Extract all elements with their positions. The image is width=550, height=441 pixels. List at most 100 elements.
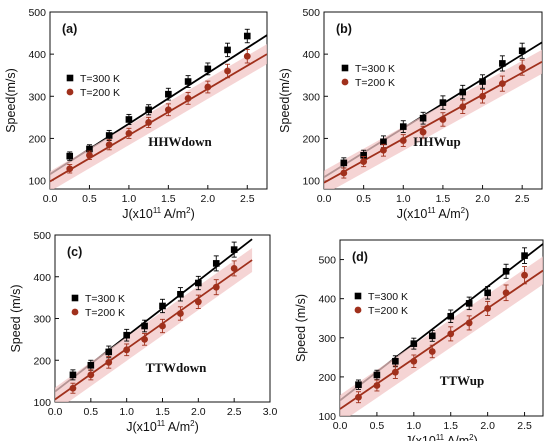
data-point-300k	[105, 348, 113, 356]
data-point-200k	[360, 158, 368, 166]
y-tick-label: 100	[28, 176, 46, 188]
data-point-300k	[145, 106, 152, 114]
panel-label: (c)	[67, 245, 82, 259]
y-axis-label: Speed(m/s)	[278, 68, 292, 133]
panel-c: 0.0 0.5 1.0 1.5 2.0 2.5 3.0 100 200 300 400 500 J(x1…	[9, 230, 277, 434]
data-point-200k	[479, 92, 486, 100]
data-point-200k	[224, 67, 231, 75]
x-tick-label: 2.0	[201, 193, 216, 205]
fit-line-200k	[55, 259, 253, 401]
data-point-300k	[177, 290, 184, 298]
legend-label: T=300 K	[355, 63, 395, 75]
panel-label: (b)	[336, 22, 352, 36]
data-point-200k	[428, 348, 436, 355]
x-tick-label: 1.5	[436, 193, 451, 205]
data-point-200k	[212, 283, 220, 291]
plot-area	[55, 238, 253, 402]
data-point-300k	[410, 340, 418, 347]
x-tick-label: 0.5	[370, 420, 385, 432]
x-axis-label: J(x1011 A/m2)	[126, 419, 199, 434]
legend-label: T=300 K	[85, 293, 125, 305]
data-point-200k	[230, 265, 238, 272]
y-axis-label: Speed (m/s)	[294, 294, 308, 362]
data-point-200k	[419, 128, 427, 136]
legend-marker-300k	[71, 294, 79, 302]
y-tick-label: 300	[28, 91, 46, 103]
x-tick-label: 1.0	[396, 193, 411, 205]
legend-marker-200k	[354, 306, 362, 314]
data-point-200k	[177, 310, 184, 317]
data-point-300k	[243, 32, 251, 40]
legend-label: T=300 K	[368, 291, 408, 303]
data-point-300k	[184, 78, 192, 85]
data-point-200k	[459, 103, 467, 111]
data-point-300k	[465, 300, 473, 307]
data-point-200k	[86, 151, 93, 159]
data-point-200k	[465, 319, 473, 327]
data-point-300k	[195, 279, 202, 287]
error-band-200k	[55, 248, 253, 402]
data-point-300k	[212, 260, 220, 267]
data-point-300k	[392, 357, 399, 365]
data-point-300k	[484, 289, 491, 297]
data-point-300k	[447, 312, 455, 320]
x-tick-label: 1.5	[155, 406, 170, 418]
x-tick-label: 0.0	[48, 406, 63, 418]
x-tick-label: 2.5	[227, 406, 242, 418]
data-point-200k	[66, 165, 74, 173]
data-point-200k	[340, 169, 348, 177]
data-point-200k	[87, 371, 95, 379]
data-point-200k	[498, 80, 506, 88]
x-axis-label: J(x1011 A/m2)	[122, 206, 195, 221]
y-tick-label: 200	[33, 355, 51, 367]
legend-label: T=200 K	[355, 77, 395, 89]
data-point-200k	[105, 141, 113, 149]
x-tick-label: 1.5	[161, 193, 176, 205]
data-point-300k	[159, 302, 166, 310]
data-point-300k	[419, 114, 427, 122]
x-tick-label: 2.0	[480, 420, 495, 432]
data-point-300k	[125, 116, 133, 123]
x-tick-label: 2.5	[515, 193, 530, 205]
x-tick-label: 0.5	[84, 406, 99, 418]
plot-frame	[339, 239, 544, 417]
fit-line-200k	[50, 53, 267, 183]
data-point-300k	[502, 267, 510, 275]
panel-d: 0.0 0.5 1.0 1.5 2.0 2.5 100 200 300 400 500 J(x1011…	[294, 239, 544, 441]
x-tick-label: 3.0	[263, 406, 278, 418]
x-tick-label: 0.0	[43, 193, 58, 205]
data-point-300k	[360, 151, 367, 159]
y-tick-label: 500	[28, 7, 46, 19]
data-point-200k	[184, 94, 192, 102]
x-tick-label: 0.0	[317, 193, 332, 205]
data-point-300k	[439, 99, 447, 106]
data-point-200k	[447, 330, 455, 338]
legend-marker-300k	[66, 74, 74, 82]
data-point-300k	[204, 65, 212, 73]
data-point-300k	[499, 60, 506, 67]
data-point-200k	[243, 52, 251, 60]
data-point-300k	[373, 371, 381, 379]
x-tick-label: 1.5	[443, 420, 458, 432]
legend-marker-200k	[341, 78, 349, 86]
x-tick-label: 1.0	[407, 420, 422, 432]
data-point-300k	[69, 371, 77, 379]
y-tick-label: 200	[28, 133, 46, 145]
y-tick-label: 300	[33, 314, 51, 326]
legend-label: T=300 K	[80, 73, 120, 85]
data-point-300k	[105, 132, 113, 139]
data-point-300k	[399, 123, 407, 130]
data-point-200k	[391, 368, 399, 376]
error-band-200k	[340, 256, 543, 416]
y-tick-label: 300	[318, 333, 336, 345]
error-band-200k	[324, 49, 542, 189]
data-point-300k	[518, 47, 526, 55]
data-point-200k	[105, 358, 113, 366]
data-point-300k	[141, 322, 148, 330]
data-point-200k	[410, 357, 418, 365]
y-tick-label: 400	[302, 49, 320, 61]
panel-label: (a)	[62, 22, 77, 36]
data-point-200k	[164, 106, 172, 114]
y-axis-label: Speed (m/s)	[9, 284, 23, 352]
